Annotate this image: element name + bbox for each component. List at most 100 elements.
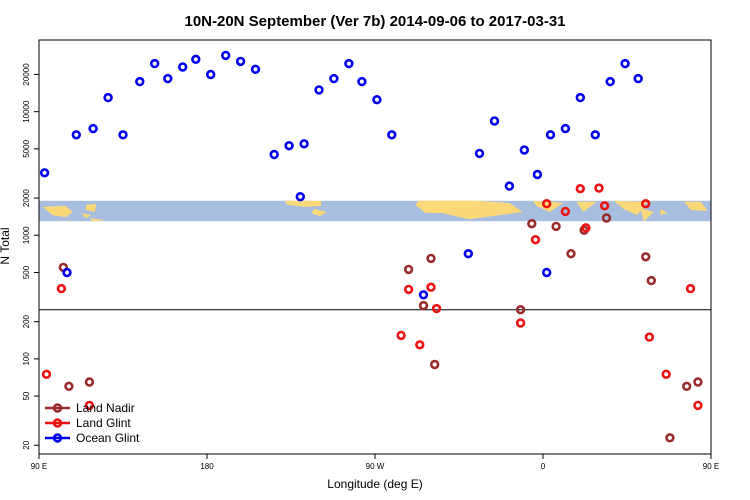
y-tick-label: 500 [22,265,31,279]
land-nadir-point [601,213,612,223]
ocean-glint-point [504,181,515,191]
x-tick-label: 90 E [703,462,719,471]
ocean-glint-point [560,123,571,134]
ocean-glint-point [344,58,354,69]
ocean-glint-point [633,73,643,84]
land-glint-point [515,318,526,328]
ocean-glint-point [590,130,600,140]
ocean-glint-point [418,290,429,300]
land-nadir-point [527,219,537,229]
chart-title: 10N-20N September (Ver 7b) 2014-09-06 to… [184,13,565,30]
land-glint-point [575,184,585,194]
ocean-glint-point [387,130,397,140]
ocean-glint-point [532,169,543,180]
land-glint-point [640,199,651,209]
ocean-glint-point [269,149,279,160]
land-nadir-point [693,377,703,387]
land-glint-point [685,283,696,294]
ocean-glint-point [178,62,188,72]
ocean-glint-point [541,267,552,278]
land-nadir-point [426,253,436,264]
land-glint-point [644,332,655,342]
ocean-glint-legend-label: Ocean Glint [76,431,140,445]
ocean-glint-point [295,192,305,202]
ocean-glint-point [163,73,173,84]
land-shape [86,203,97,212]
land-shape [81,213,92,219]
land-glint-point [426,282,436,292]
land-nadir-point [84,377,95,387]
ocean-glint-point [489,116,500,126]
ocean-glint-point [329,73,339,84]
ocean-glint-point [88,123,98,134]
land-nadir-legend-marker [52,403,63,413]
y-tick-label: 5000 [22,139,31,157]
land-nadir-point [515,305,526,315]
ocean-glint-point [463,249,473,259]
land-shape [613,200,648,216]
x-tick-label: 180 [200,462,214,471]
land-nadir-point [640,252,651,262]
ocean-glint-point [235,56,246,67]
ocean-glint-point [191,54,201,64]
y-tick-label: 1000 [22,226,31,244]
y-tick-label: 20000 [22,63,31,86]
land-nadir-point [418,300,429,311]
land-glint-point [396,330,406,341]
land-nadir-point [64,381,74,391]
ocean-glint-point [206,69,216,80]
x-tick-label: 90 W [366,462,385,471]
y-axis: 20 50 100 200 500 1000 2000 5000 10000 20000 [22,63,39,450]
land-glint-point [56,283,67,294]
x-axis: 90 E 180 90 W 0 90 E [31,454,719,471]
land-nadir-point [681,381,692,391]
land-nadir-point [430,359,440,370]
x-tick-label: 0 [541,462,546,471]
y-axis-label: N Total [0,227,12,264]
land-shape [660,209,668,216]
x-tick-label: 90 E [31,462,47,471]
ocean-glint-point [357,76,367,87]
ocean-glint-point [620,58,630,69]
land-shape [576,201,597,212]
ocean-glint-point [314,85,324,95]
land-glint-point [594,183,604,193]
ocean-glint-point [118,130,128,140]
ocean-glint-point [284,141,294,151]
data-points [39,50,703,443]
land-nadir-point [403,264,414,275]
land-glint-point [403,284,414,295]
land-nadir-point [665,433,675,443]
ocean-glint-point [62,267,72,278]
land-shape [284,200,322,207]
land-glint-point [599,201,610,211]
land-shape [684,201,708,211]
land-shape [415,200,523,220]
ocean-glint-point [71,130,82,140]
ocean-glint-point [39,168,50,178]
ocean-glint-point [575,92,585,103]
y-tick-label: 20 [22,440,31,449]
ocean-glint-point [474,148,485,159]
y-tick-label: 50 [22,391,31,400]
land-glint-legend-marker [52,418,63,428]
ocean-glint-point [372,94,382,105]
y-tick-label: 10000 [22,100,31,123]
ocean-glint-point [250,64,261,75]
land-glint-point [541,199,552,209]
land-glint-point [41,369,52,379]
y-tick-label: 2000 [22,189,31,207]
land-glint-point [431,303,442,314]
land-nadir-point [646,275,656,286]
ocean-glint-point [135,76,145,87]
y-tick-label: 100 [22,352,31,366]
ocean-glint-point [519,145,529,155]
x-axis-label: Longitude (deg E) [327,477,422,491]
land-shape [42,205,73,218]
ocean-glint-point [545,130,556,140]
land-glint-point [560,206,571,217]
land-glint-point [84,400,95,411]
ocean-glint-point [605,76,615,87]
